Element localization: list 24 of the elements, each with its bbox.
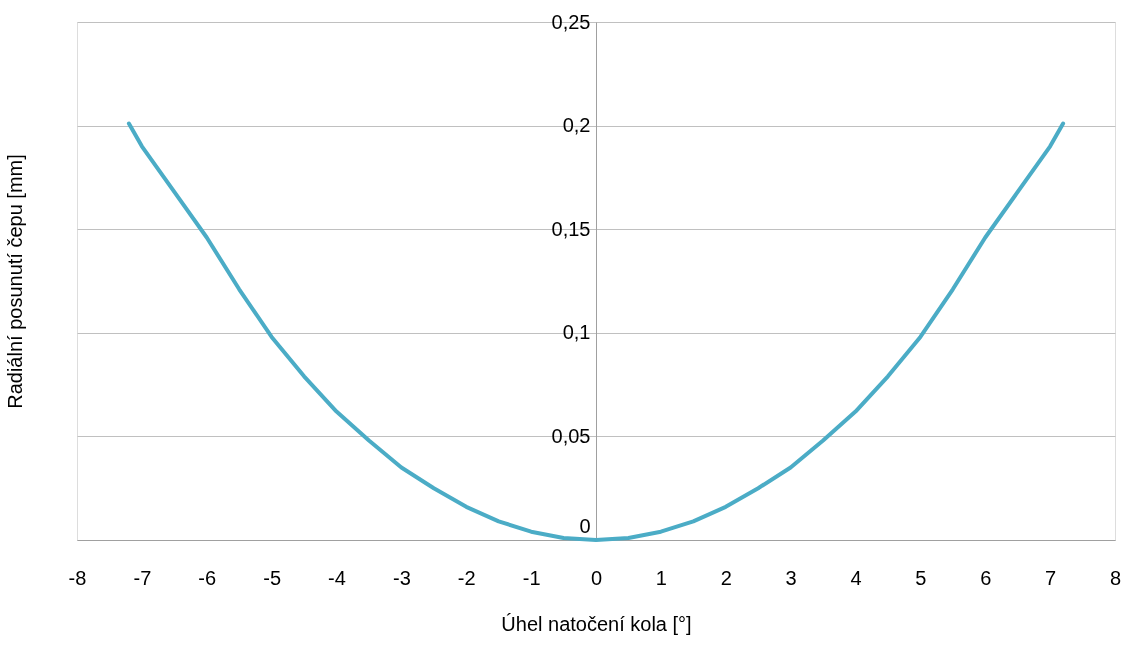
y-tick-label: 0,05 [551,424,591,447]
x-tick-label: 3 [785,566,797,589]
x-tick-label: 2 [720,566,732,589]
y-tick-label: 0,1 [562,321,591,344]
x-tick-label: -1 [522,566,541,589]
x-tick-label: 1 [655,566,667,589]
x-tick-label: 5 [915,566,927,589]
y-tick-label: 0,2 [562,114,591,137]
x-tick-label: 8 [1109,566,1122,589]
x-axis-title: Úhel natočení kola [°] [501,612,692,635]
x-tick-label: 7 [1045,566,1057,589]
x-tick-label: -7 [133,566,152,589]
x-tick-label: 6 [980,566,992,589]
y-tick-label: 0,15 [551,217,591,240]
x-tick-label: -2 [457,566,476,589]
x-tick-label: -8 [68,566,87,589]
x-tick-label: -5 [263,566,282,589]
y-tick-label: 0,25 [551,10,591,33]
y-tick-label: 0 [579,514,591,537]
x-tick-label: -3 [392,566,411,589]
x-tick-label: -6 [198,566,217,589]
x-tick-label: 4 [850,566,862,589]
y-axis-title: Radiální posunutí čepu [mm] [3,154,26,409]
x-tick-label: -4 [328,566,346,589]
